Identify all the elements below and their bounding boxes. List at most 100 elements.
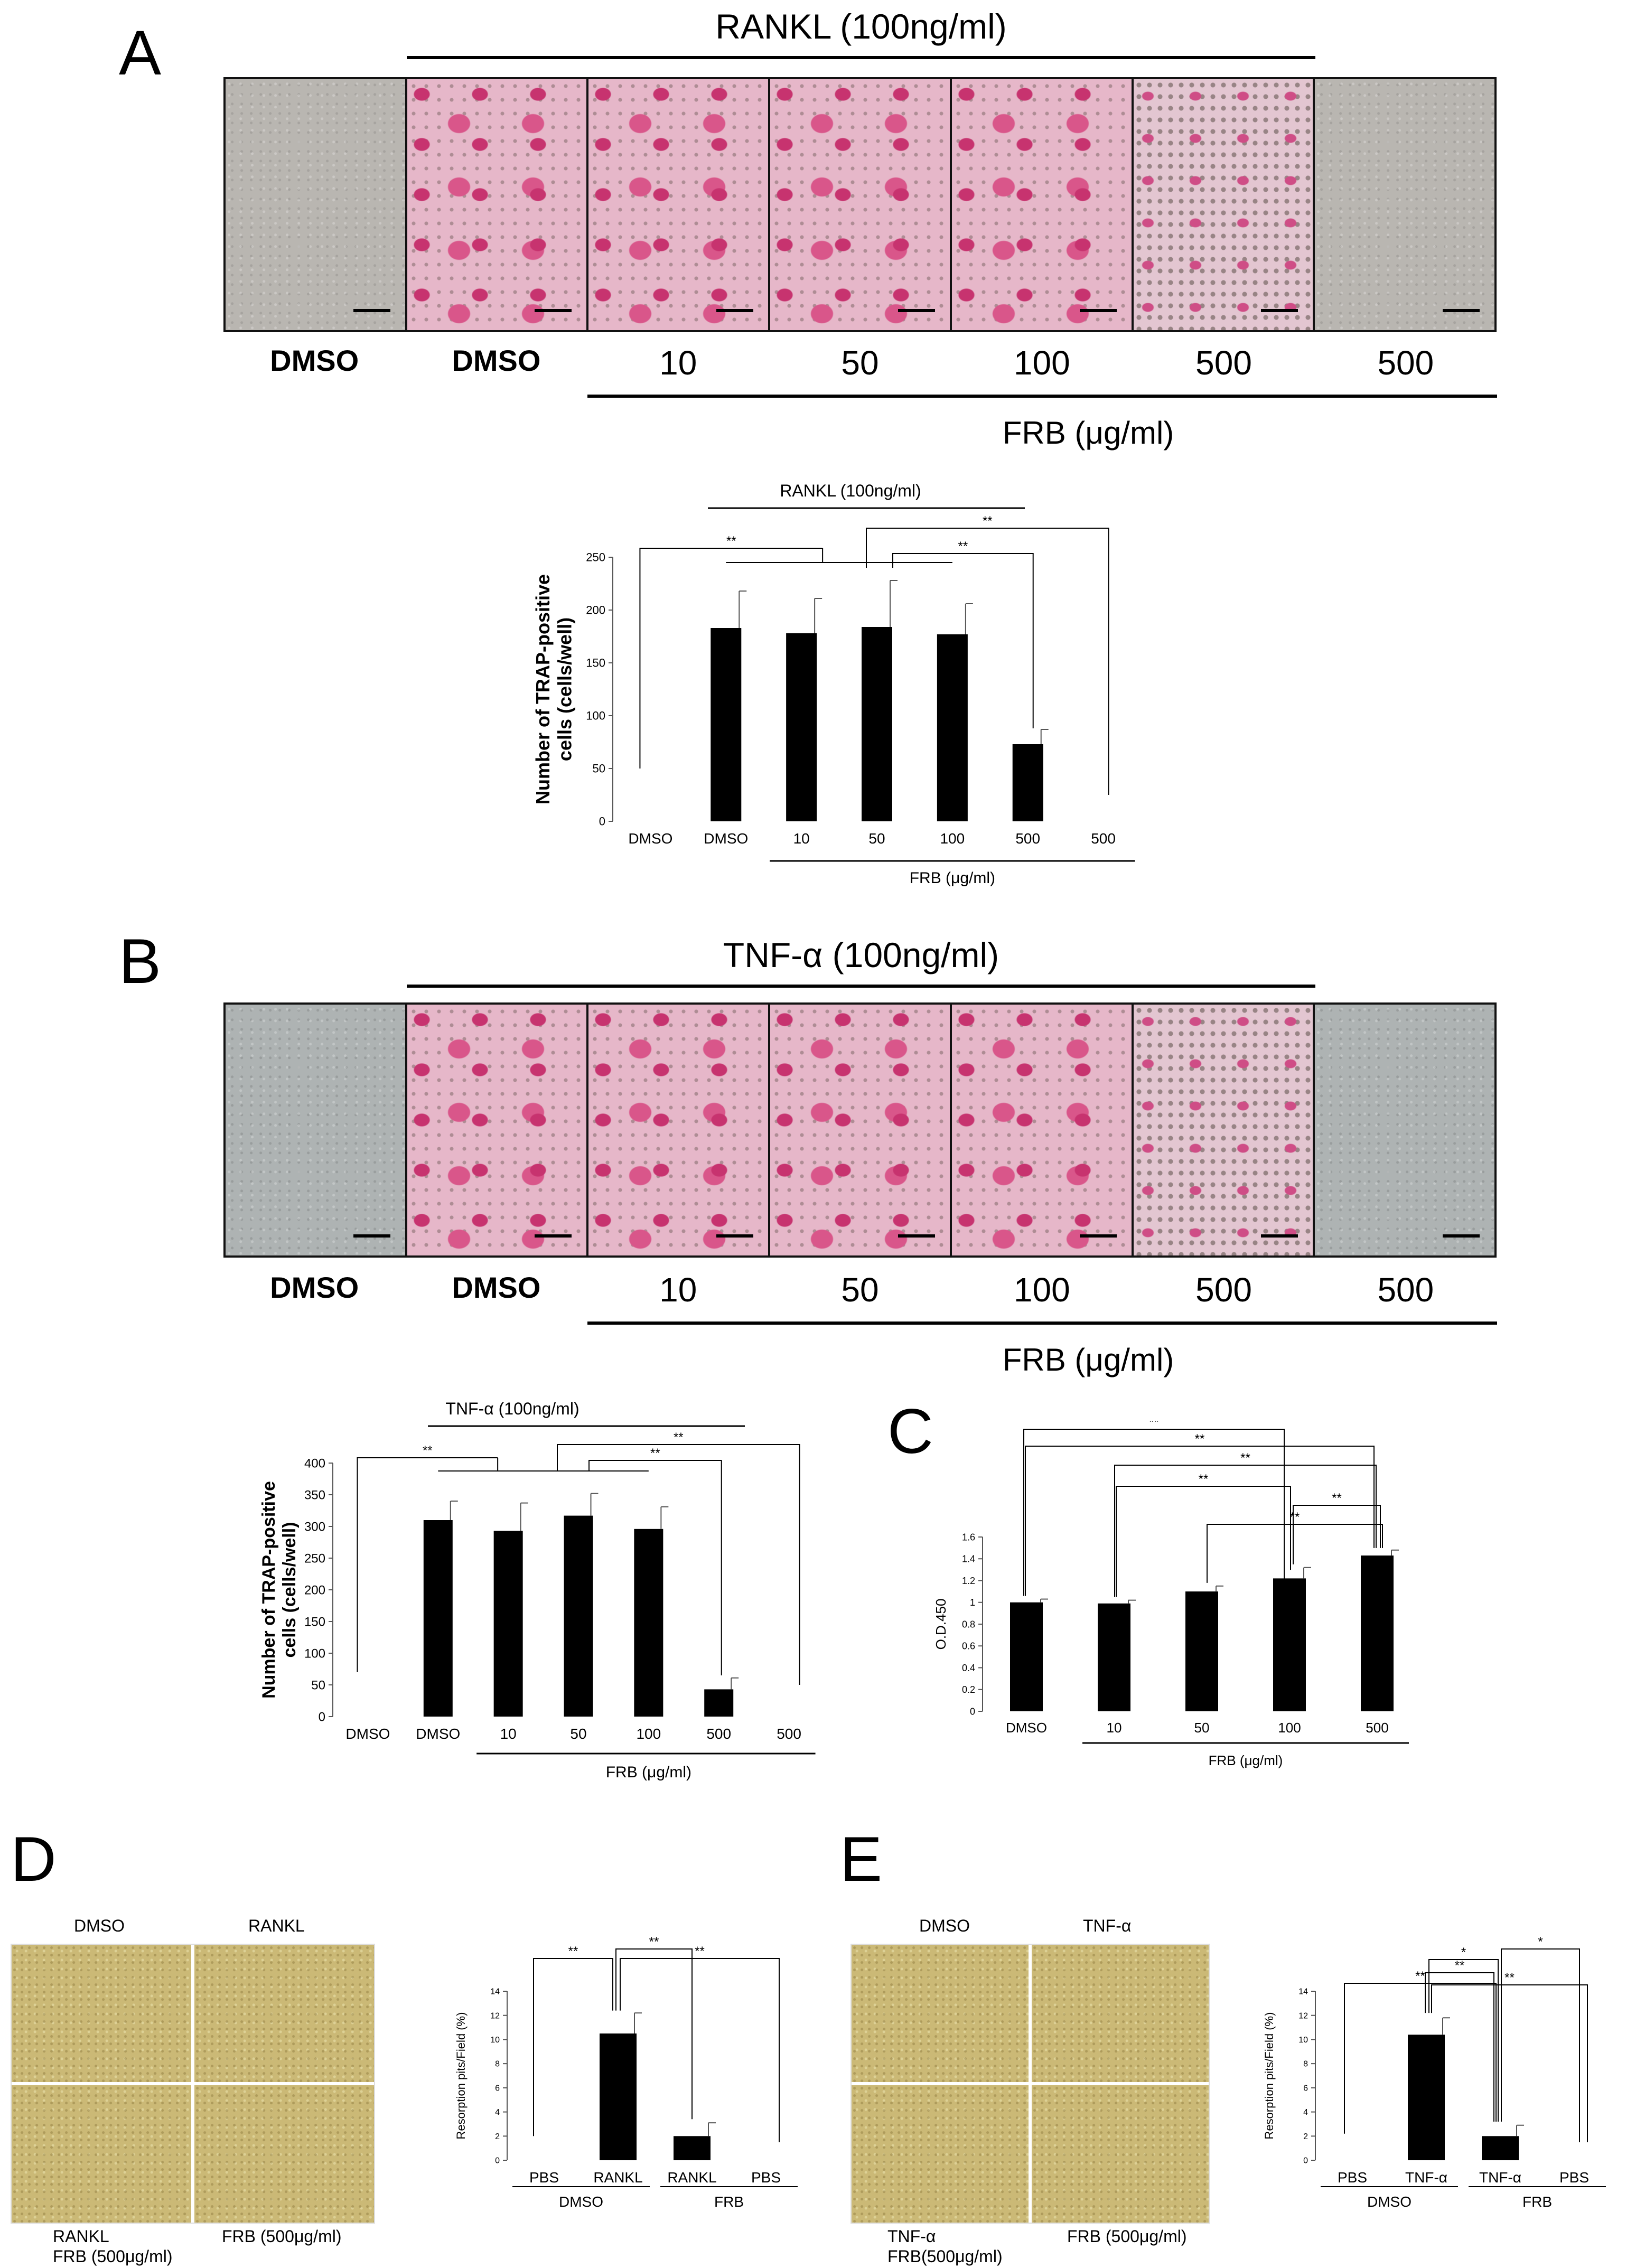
y-axis-label: cells (cells/well) [279, 1522, 300, 1657]
micrograph-a-50 [768, 79, 950, 330]
sig-bracket [1344, 1983, 1497, 2134]
bar [704, 1689, 734, 1717]
scale-bar [1079, 1234, 1117, 1238]
scale-bar [898, 1234, 935, 1238]
chart-b-title: TNF-α (100ng/ml) [445, 1399, 579, 1418]
micrograph-a-dmso-ctrl [226, 79, 405, 330]
lane-label: 500 [1377, 1271, 1434, 1309]
y-tick-label: 8 [495, 2060, 500, 2069]
bar [1098, 1603, 1130, 1711]
lane-label: 500 [1195, 1271, 1252, 1309]
panel-d-img-label-br: FRB (500μg/ml) [222, 2227, 342, 2246]
chart-a: 0 50 100 150 200 250 DMSO DMSO 10 50 100 500 500 Numb… [532, 481, 1135, 887]
chart-a-title: RANKL (100ng/ml) [780, 481, 921, 500]
y-axis-label: Resorption pits/Field (%) [454, 2012, 468, 2140]
scale-bar [716, 1234, 754, 1238]
bar [634, 1529, 663, 1717]
y-axis-label: Resorption pits/Field (%) [1263, 2012, 1276, 2140]
scale-bar [353, 309, 390, 312]
panel-e-img-label-bl2: FRB(500μg/ml) [887, 2247, 1003, 2266]
x-tick-label: 100 [1278, 1720, 1301, 1736]
micrograph-a-dmso [405, 79, 587, 330]
y-tick-label: 0 [1303, 2157, 1308, 2166]
y-tick-label: 250 [304, 1551, 325, 1566]
lane-label: 500 [1377, 344, 1434, 382]
x-tick-label: 500 [706, 1726, 731, 1742]
sig-bracket [639, 548, 823, 769]
panel-b-micrograph-strip [223, 1002, 1497, 1258]
resorption-image-frb [194, 2085, 374, 2223]
chart-d: 0 2 4 6 8 10 12 14 PBS RANKL RANKL PBS Resorption pi… [454, 1935, 798, 2210]
y-tick-label: 12 [1298, 2011, 1308, 2020]
panel-b-frb-rule [587, 1322, 1497, 1325]
panel-a-frb-rule [587, 395, 1497, 398]
y-tick-label: 14 [490, 1988, 500, 1997]
y-tick-label: 4 [495, 2108, 500, 2117]
y-tick-label: 0 [319, 1710, 325, 1724]
sig-bracket-label: ** [1240, 1451, 1250, 1465]
chart-b-frb-label: FRB (μg/ml) [606, 1764, 691, 1781]
scale-bar [1261, 309, 1298, 312]
panel-d-img-label-bl1: RANKL [53, 2227, 109, 2246]
x-tick-label: DMSO [628, 830, 672, 847]
sig-bracket [1023, 1429, 1285, 1596]
micrograph-b-50 [768, 1005, 950, 1255]
panel-e-img-label-tr: TNF-α [1083, 1916, 1132, 1935]
sig-bracket-label: ** [1199, 1472, 1209, 1486]
y-tick-label: 200 [304, 1583, 325, 1597]
panel-letter-b: B [119, 926, 162, 997]
resorption-image-dmso [12, 1945, 191, 2082]
micrograph-a-500 [1131, 79, 1313, 330]
micrograph-b-500 [1131, 1005, 1313, 1255]
y-tick-label: 8 [1303, 2060, 1308, 2069]
y-tick-label: 100 [586, 709, 605, 723]
sig-bracket-label: ** [568, 1944, 578, 1958]
x-tick-label: PBS [1559, 2169, 1589, 2186]
x-tick-label: DMSO [416, 1726, 460, 1742]
sig-bracket-label: ** [1332, 1491, 1342, 1505]
x-tick-label: DMSO [704, 830, 748, 847]
x-tick-label: 500 [1015, 830, 1040, 847]
panel-e-resorption-images [850, 1944, 1210, 2224]
group-label: FRB [1522, 2194, 1552, 2210]
y-tick-label: 350 [304, 1488, 325, 1502]
y-tick-label: 0.6 [962, 1641, 975, 1652]
chart-e: 0 2 4 6 8 10 12 14 PBS TNF-α TNF-α PBS Resorption pi… [1263, 1935, 1606, 2210]
bar [1010, 1602, 1043, 1711]
scale-bar [898, 309, 935, 312]
sig-bracket [1207, 1524, 1383, 1583]
micrograph-a-10 [586, 79, 769, 330]
group-label: DMSO [559, 2194, 603, 2210]
lane-label: 50 [841, 1271, 879, 1309]
scale-bar [353, 1234, 390, 1238]
y-tick-label: 250 [586, 551, 605, 564]
scale-bar [1443, 1234, 1480, 1238]
bar [1185, 1591, 1218, 1711]
y-axis-label: O.D.450 [933, 1599, 949, 1650]
panel-e-img-label-br: FRB (500μg/ml) [1067, 2227, 1187, 2246]
panel-letter-c: C [887, 1396, 933, 1467]
x-tick-label: PBS [529, 2169, 559, 2186]
sig-bracket-label: ** [674, 1430, 684, 1445]
scale-bar [535, 1234, 572, 1238]
panel-d-img-label-bl2: FRB (500μg/ml) [53, 2247, 173, 2266]
sig-bracket-label: ** [1195, 1432, 1205, 1446]
sig-bracket [1425, 1972, 1494, 2122]
bar [786, 633, 817, 821]
resorption-image-dmso [852, 1945, 1029, 2082]
lane-label: DMSO [270, 344, 359, 377]
sig-bracket-label: ** [650, 1446, 660, 1460]
micrograph-a-500-ctrl [1313, 79, 1495, 330]
panel-a-title: RANKL (100ng/ml) [715, 7, 1007, 46]
y-axis-label: cells (cells/well) [554, 617, 575, 761]
panel-e-img-label-bl1: TNF-α [887, 2227, 936, 2246]
panel-letter-e: E [840, 1824, 883, 1895]
panel-b-tnf-rule [407, 985, 1315, 988]
bar [1408, 2035, 1445, 2160]
y-tick-label: 2 [1303, 2132, 1308, 2141]
resorption-image-rankl-frb [12, 2085, 191, 2223]
resorption-image-tnf [1032, 1945, 1209, 2082]
panel-d-resorption-images [11, 1944, 375, 2224]
sig-bracket-label: ** [649, 1935, 659, 1949]
panel-b-title: TNF-α (100ng/ml) [723, 935, 999, 974]
